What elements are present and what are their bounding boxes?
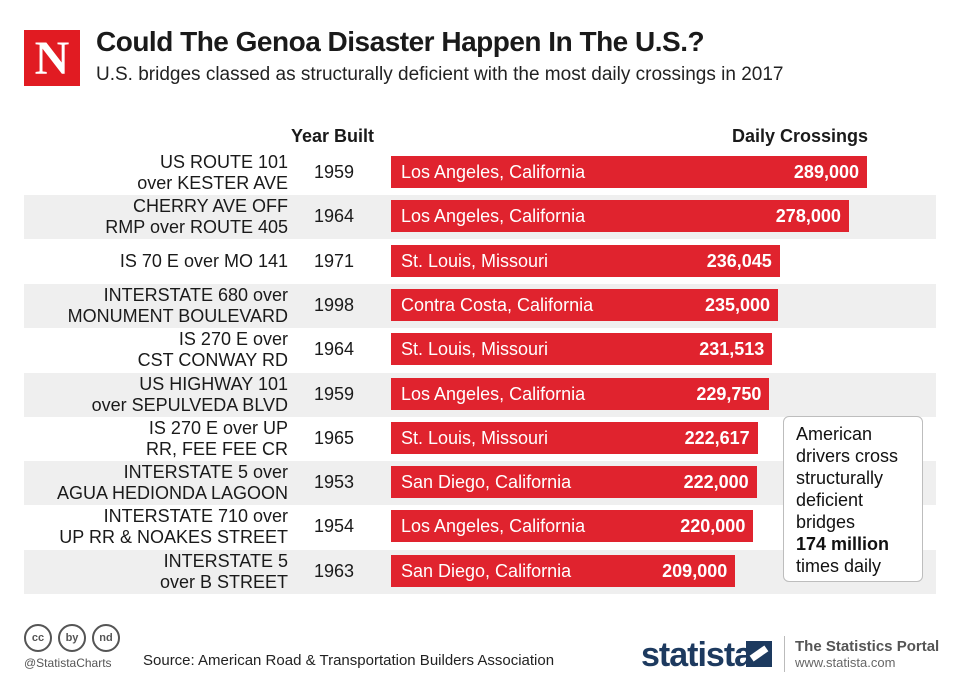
bridge-name: INTERSTATE 5 over AGUA HEDIONDA LAGOON	[20, 462, 288, 504]
bar-value-label: 222,617	[684, 427, 750, 448]
bar-location-label: Los Angeles, California	[401, 206, 586, 227]
bar-location-label: Los Angeles, California	[401, 383, 586, 404]
bar-location-label: Los Angeles, California	[401, 516, 586, 537]
year-built: 1998	[314, 294, 355, 315]
bridge-name: US HIGHWAY 101 over SEPULVEDA BLVD	[20, 374, 288, 416]
bar-location-label: Contra Costa, California	[401, 294, 594, 315]
source-note: Source: American Road & Transportation B…	[143, 652, 555, 669]
twitter-handle[interactable]: @StatistaCharts	[24, 656, 112, 670]
year-built: 1965	[314, 427, 355, 448]
bridge-name-line: CST CONWAY RD	[137, 350, 288, 371]
callout-box: American drivers cross structurally defi…	[783, 416, 923, 582]
bridge-name-line: US HIGHWAY 101	[139, 373, 288, 394]
bar-value-label: 289,000	[793, 162, 859, 182]
year-built: 1959	[314, 383, 355, 404]
bar: Contra Costa, California 235,000	[391, 288, 779, 321]
license-icons: cc by nd	[24, 624, 126, 652]
nd-icon[interactable]: nd	[92, 624, 120, 652]
footer-divider	[784, 636, 785, 672]
bridge-name: US ROUTE 101 over KESTER AVE	[20, 152, 288, 194]
chart-title: Could The Genoa Disaster Happen In The U…	[96, 26, 705, 57]
bridge-name-line: IS 270 E over	[178, 329, 288, 350]
bar: St. Louis, Missouri 236,045	[391, 244, 780, 277]
year-built: 1959	[314, 162, 355, 182]
bar: Los Angeles, California 229,750	[391, 377, 770, 410]
bridge-name: INTERSTATE 680 over MONUMENT BOULEVARD	[20, 285, 288, 327]
bridge-name-line: over KESTER AVE	[137, 173, 288, 193]
cc-icon[interactable]: cc	[24, 624, 52, 652]
year-built: 1954	[314, 516, 355, 537]
bridge-name-line: RR, FEE FEE CR	[145, 438, 288, 459]
bridge-name-line: AGUA HEDIONDA LAGOON	[56, 483, 288, 504]
logo-letter: N	[34, 32, 70, 85]
bar-value-label: 222,000	[683, 472, 749, 493]
newsweek-logo: N	[24, 30, 80, 86]
bar-location-label: Los Angeles, California	[401, 162, 586, 182]
bar-value-label: 220,000	[680, 516, 746, 537]
bar-value-label: 235,000	[704, 294, 771, 315]
year-built: 1971	[314, 250, 355, 271]
bridge-name-line: INTERSTATE 5 over	[123, 462, 288, 483]
bar-value-label: 229,750	[696, 383, 762, 404]
bar-location-label: San Diego, California	[401, 560, 572, 581]
bridge-name-line: INTERSTATE 680 over	[103, 284, 288, 305]
bar: St. Louis, Missouri 231,513	[391, 333, 773, 366]
callout-line: drivers cross	[796, 446, 899, 466]
bar-location-label: St. Louis, Missouri	[401, 250, 549, 271]
bar: Los Angeles, California 278,000	[391, 200, 849, 233]
bar: San Diego, California 209,000	[391, 554, 736, 587]
bridge-name-line: INTERSTATE 5	[163, 550, 288, 571]
bridge-name-line: INTERSTATE 710 over	[103, 506, 288, 527]
bar: San Diego, California 222,000	[391, 466, 757, 499]
bridge-name-line: IS 70 E over MO 141	[119, 251, 288, 272]
callout-line: times daily	[796, 556, 882, 576]
callout-highlight: 174 million	[796, 534, 890, 554]
bridge-name-line: US ROUTE 101	[159, 152, 288, 172]
bridge-name: IS 70 E over MO 141	[20, 251, 288, 272]
year-built: 1953	[314, 472, 355, 493]
statistics-portal-label: The Statistics Portal	[795, 638, 940, 655]
year-built: 1964	[314, 206, 355, 227]
crossings-column-header: Daily Crossings	[731, 126, 868, 146]
year-built: 1964	[314, 339, 355, 360]
year-column-header: Year Built	[291, 126, 375, 146]
bridge-name: IS 270 E over CST CONWAY RD	[20, 329, 288, 371]
statista-icon	[746, 641, 772, 667]
bar-value-label: 278,000	[775, 206, 841, 227]
bridge-name-line: UP RR & NOAKES STREET	[59, 527, 288, 548]
bar-value-label: 236,045	[706, 250, 772, 271]
bar-value-label: 231,513	[699, 339, 765, 360]
bridge-name-line: IS 270 E over UP	[148, 417, 288, 438]
callout-line: American	[796, 424, 873, 444]
bar-location-label: San Diego, California	[401, 472, 572, 493]
statista-url[interactable]: www.statista.com	[795, 655, 896, 670]
chart-subtitle: U.S. bridges classed as structurally def…	[96, 64, 784, 85]
bar: Los Angeles, California 220,000	[391, 510, 754, 543]
bar-location-label: St. Louis, Missouri	[401, 427, 549, 448]
bridge-name: INTERSTATE 5 over B STREET	[20, 551, 288, 593]
bar: St. Louis, Missouri 222,617	[391, 421, 758, 454]
bridge-name: CHERRY AVE OFF RMP over ROUTE 405	[20, 196, 288, 238]
callout-line: structurally	[796, 468, 884, 488]
bridge-name-line: CHERRY AVE OFF	[132, 196, 288, 217]
bridge-name: INTERSTATE 710 over UP RR & NOAKES STREET	[20, 506, 288, 548]
bridge-name-line: MONUMENT BOULEVARD	[67, 305, 288, 326]
bridge-name: IS 270 E over UP RR, FEE FEE CR	[20, 418, 288, 460]
bridge-name-line: over B STREET	[159, 571, 288, 592]
callout-line: bridges	[796, 512, 856, 532]
by-icon[interactable]: by	[58, 624, 86, 652]
statista-logo[interactable]: statista	[641, 636, 753, 674]
bar-value-label: 209,000	[662, 560, 728, 581]
bar-location-label: St. Louis, Missouri	[401, 339, 549, 360]
year-built: 1963	[314, 560, 355, 581]
bar: Los Angeles, California 289,000	[391, 156, 867, 188]
callout-line: deficient	[796, 490, 864, 510]
bridge-name-line: over SEPULVEDA BLVD	[91, 394, 288, 415]
bridge-name-line: RMP over ROUTE 405	[105, 217, 288, 238]
